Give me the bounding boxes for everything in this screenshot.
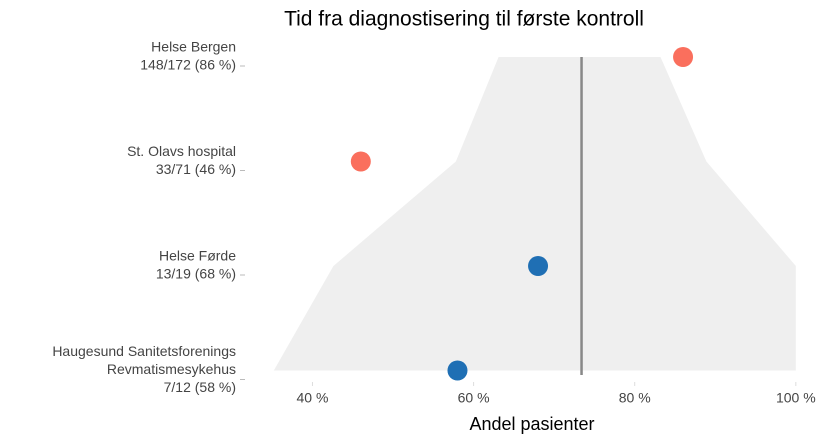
x-tick-label: 100 % — [776, 390, 816, 406]
y-tick-label: 7/12 (58 %) — [164, 379, 236, 395]
x-tick-label: 40 % — [297, 390, 329, 406]
dot — [447, 360, 468, 381]
y-tick-label: Helse Førde — [159, 248, 236, 264]
y-tick-label: 33/71 (46 %) — [156, 161, 236, 177]
y-tick-label: Revmatismesykehus — [107, 361, 236, 377]
y-tick-label: Haugesund Sanitetsforenings — [52, 343, 236, 359]
x-axis-title: Andel pasienter — [469, 414, 594, 434]
dot — [528, 256, 549, 276]
funnel-area — [273, 57, 796, 371]
chart-title: Tid fra diagnostisering til første kontr… — [284, 8, 644, 31]
y-tick-label: 148/172 (86 %) — [140, 57, 236, 73]
x-tick-label: 60 % — [458, 390, 490, 406]
y-tick-label: St. Olavs hospital — [127, 143, 236, 159]
dot — [673, 47, 694, 67]
y-tick-label: 13/19 (68 %) — [156, 266, 236, 282]
x-tick-label: 80 % — [619, 390, 651, 406]
y-tick-label: Helse Bergen — [151, 39, 236, 55]
dot — [350, 151, 371, 172]
